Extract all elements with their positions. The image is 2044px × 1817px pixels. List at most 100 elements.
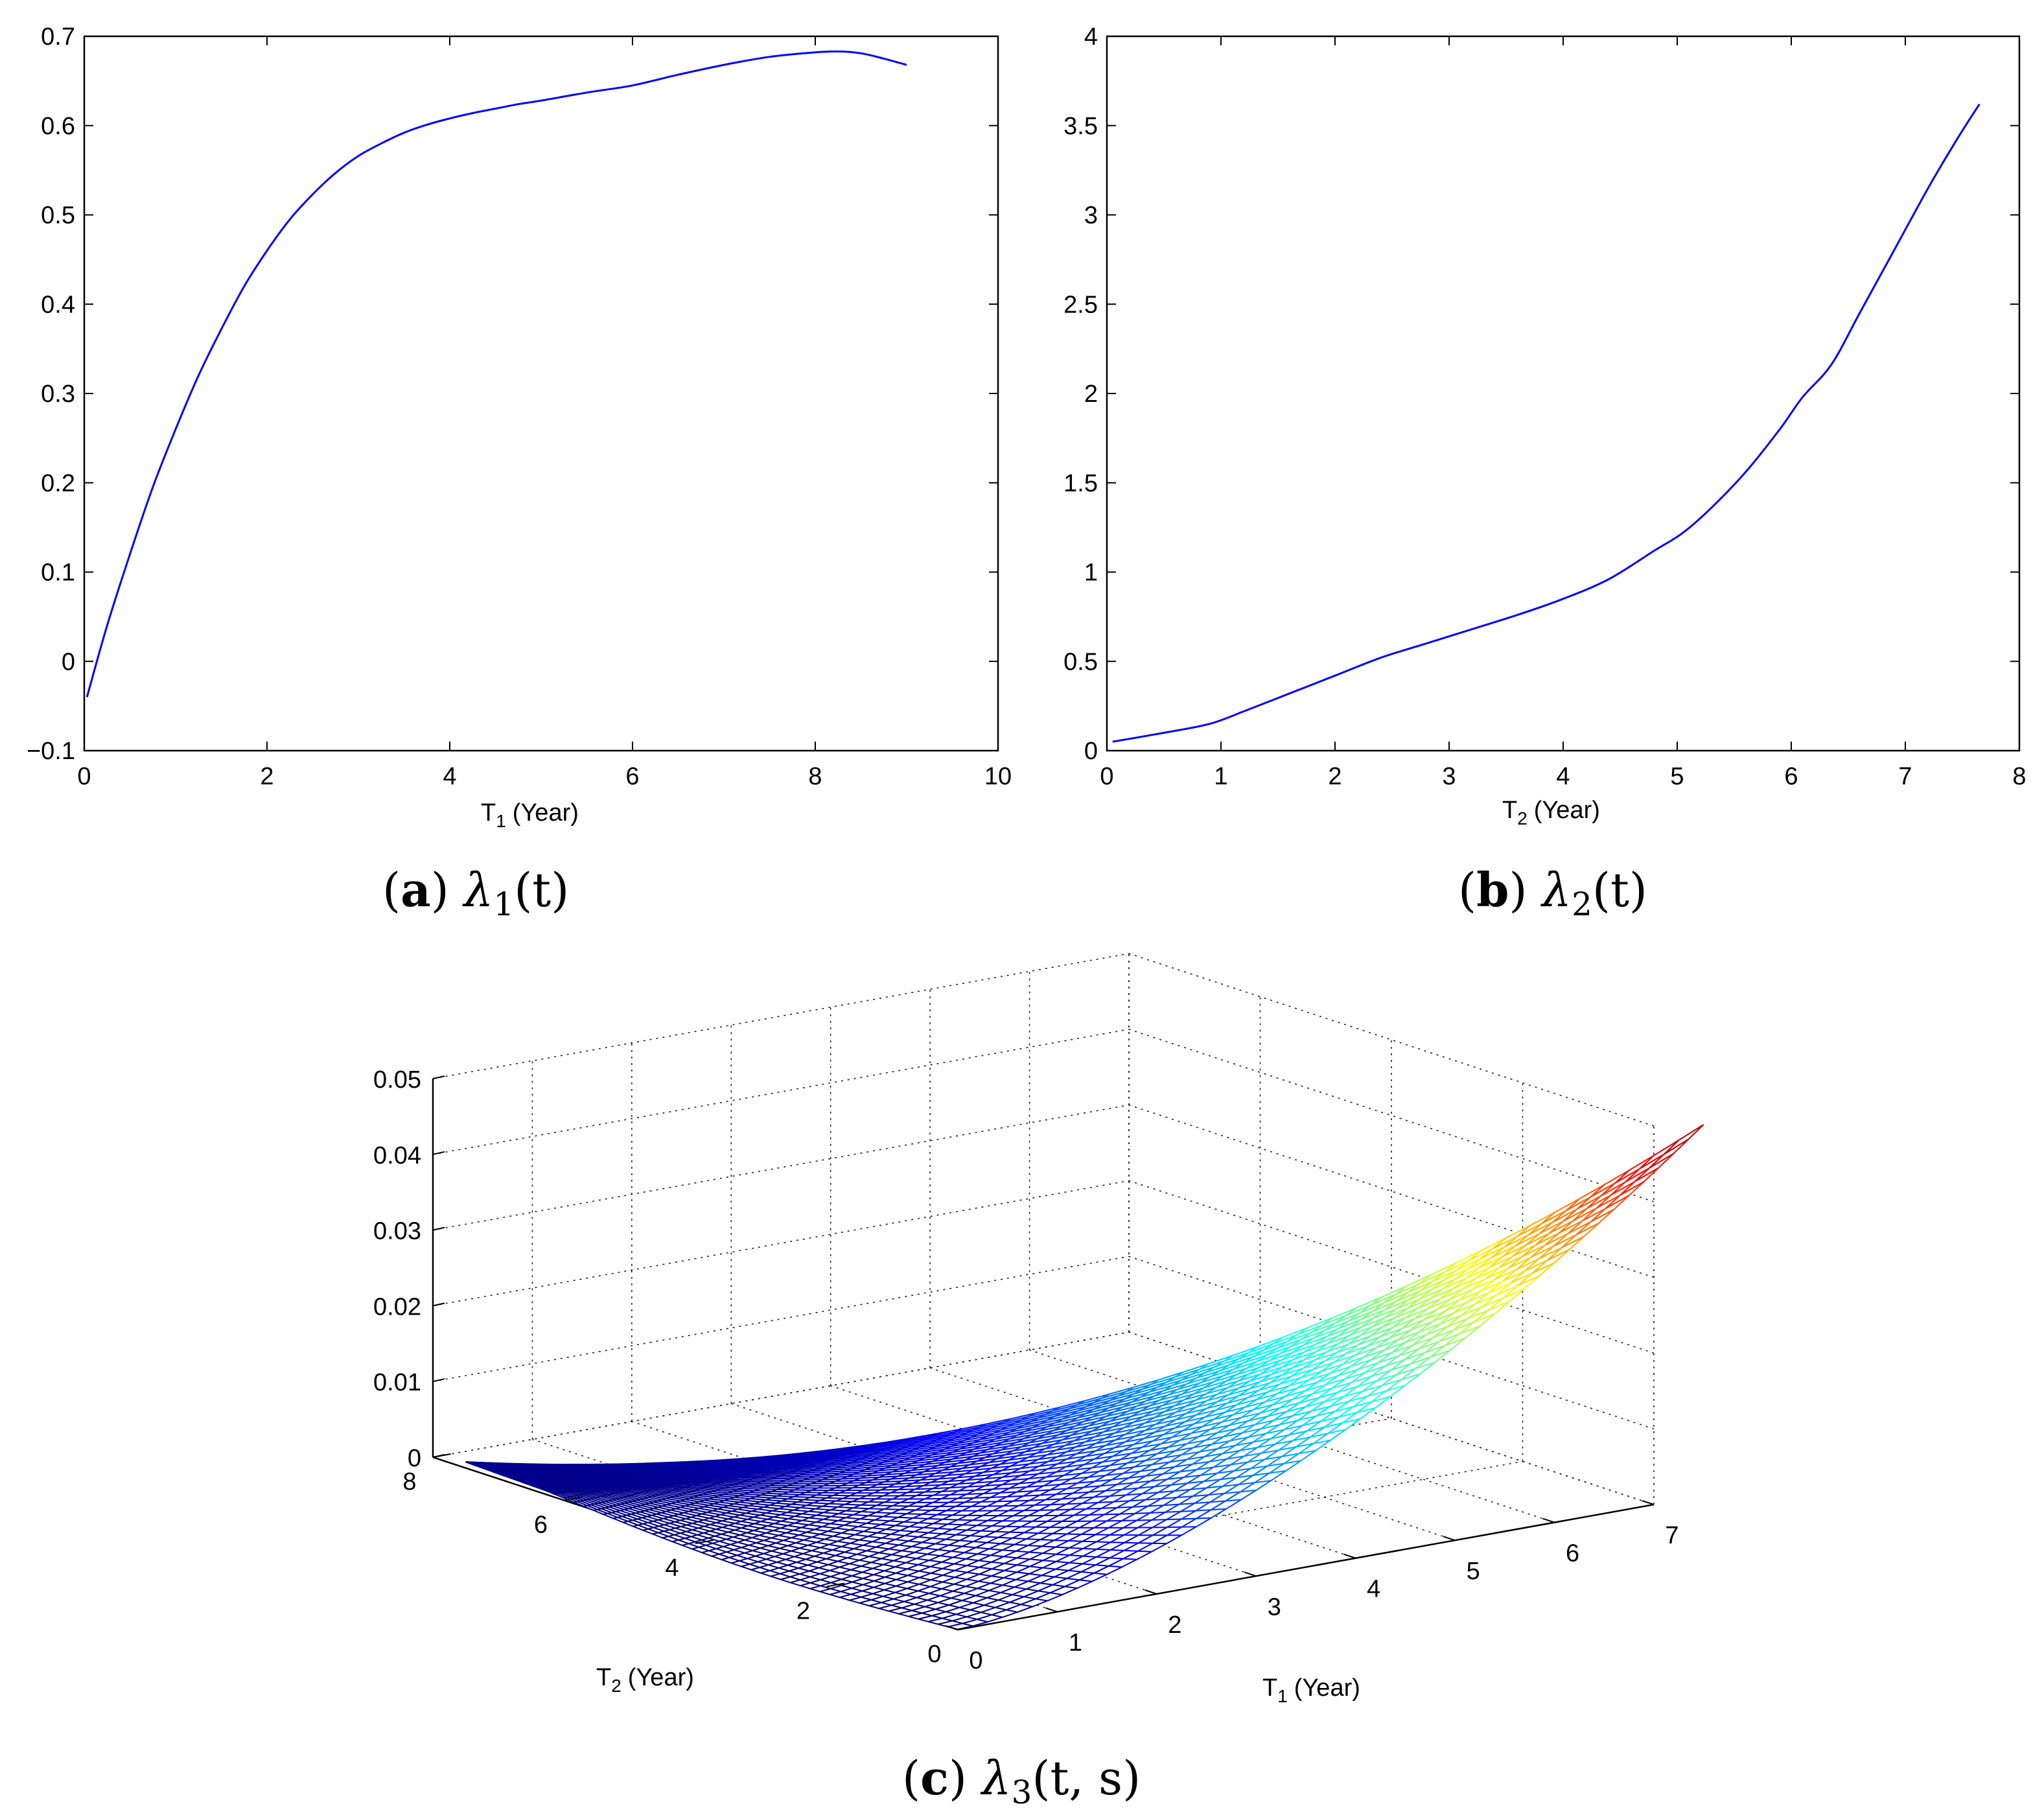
panel-c-z-tick <box>432 1151 445 1155</box>
panel-c-x-axis <box>957 1503 1655 1631</box>
panel-c-z-tick-label: 0.01 <box>373 1369 421 1396</box>
panel-c-grid-line <box>731 1403 1257 1577</box>
panel-c-x-tick-label: 1 <box>1069 1629 1082 1656</box>
panel-c-x-tick-label: 6 <box>1566 1540 1579 1567</box>
panel-c-surface-mesh <box>465 1124 1704 1630</box>
panel-c-z-tick <box>432 1075 445 1079</box>
panel-c-y-tick-label: 6 <box>534 1512 548 1539</box>
panel-c-y-axis-label: T2 (Year) <box>596 1664 694 1696</box>
panel-c-surface-cell <box>1664 1124 1704 1155</box>
panel-b-y-tick-label: 3.5 <box>1063 113 1098 140</box>
panel-b-caption: (b) λ2(t) <box>1458 862 1647 923</box>
panel-c-x-tick-label: 4 <box>1367 1576 1380 1603</box>
panel-c-grid-line <box>1128 1256 1655 1429</box>
panel-a-x-tick-label: 10 <box>984 763 1012 790</box>
panel-c-x-axis-label: T1 (Year) <box>1262 1674 1360 1706</box>
panel-c-x-tick <box>1343 1553 1356 1559</box>
panel-c-grid-line <box>432 1104 1130 1231</box>
panel-b-x-tick-label: 3 <box>1442 763 1456 790</box>
panel-c-grid-line <box>432 1331 1130 1458</box>
panel-a-plot-frame <box>83 35 999 752</box>
panel-b-y-tick-label: 3 <box>1084 202 1098 229</box>
panel-c-grid-line <box>1128 1180 1655 1354</box>
panel-b-x-tick-label: 2 <box>1328 763 1341 790</box>
panel-c-x-tick <box>1443 1536 1456 1542</box>
panel-b-x-tick-label: 7 <box>1898 763 1912 790</box>
panel-c-y-tick <box>695 1540 714 1544</box>
panel-a-x-tick-label: 4 <box>443 763 456 790</box>
panel-c-grid-line <box>432 953 1130 1079</box>
panel-a-x-axis-label: T1 (Year) <box>481 799 579 831</box>
panel-a-y-tick-label: 0.1 <box>41 559 75 587</box>
panel-c-y-tick <box>957 1626 976 1630</box>
panel-c-x-tick-label: 2 <box>1168 1612 1181 1639</box>
panel-b-x-axis-label: T2 (Year) <box>1502 797 1600 828</box>
panel-b-y-tick-label: 1.5 <box>1063 470 1098 497</box>
panel-a-y-tick-label: 0.2 <box>41 470 75 497</box>
panel-c-surface-cell <box>490 1462 516 1465</box>
panel-c-x-tick <box>1642 1500 1655 1505</box>
panel-a-y-tick-label: 0.5 <box>41 202 75 229</box>
panel-c-grid-line <box>432 1256 1130 1382</box>
panel-b-series-line <box>1112 103 1980 743</box>
panel-c-x-tick <box>946 1625 958 1630</box>
panel-a-y-tick-label: 0.4 <box>41 291 75 318</box>
panel-b-y-tick-label: 1 <box>1084 559 1098 587</box>
panel-b-line-chart: 0 1 2 3 4 5 6 7 8 0 0.5 1 1.5 2 2.5 3 3.5 4 T2 (Year) (b) … <box>1063 23 2026 923</box>
panel-c-y-tick-label: 4 <box>665 1554 679 1582</box>
panel-a-y-tick-label: −0.1 <box>27 738 75 765</box>
panel-a-y-tick-label: 0.7 <box>41 23 75 51</box>
panel-c-y-tick <box>564 1496 583 1501</box>
panel-a-y-tick-label: 0 <box>62 648 75 675</box>
panel-b-y-tick-label: 2 <box>1084 381 1098 408</box>
panel-a-line-chart: 0 2 4 6 8 10−0.100.10.20.30.40.50.60.7 T1 (Yea… <box>27 23 1012 923</box>
panel-c-x-tick-label: 0 <box>969 1647 982 1674</box>
panel-c-grid-line <box>432 1029 1130 1155</box>
panel-c-x-tick-label: 3 <box>1268 1593 1281 1621</box>
panel-b-x-tick-label: 4 <box>1556 763 1570 790</box>
panel-c-x-tick <box>1244 1571 1257 1577</box>
panel-c-z-tick-label: 0 <box>408 1445 421 1472</box>
panel-c-y-tick-label: 0 <box>927 1641 941 1668</box>
panel-c-y-tick-label: 8 <box>402 1468 416 1495</box>
panel-b-x-tick-label: 8 <box>2012 763 2026 790</box>
panel-a-x-tick-label: 8 <box>808 763 822 790</box>
panel-b-x-tick-label: 5 <box>1670 763 1684 790</box>
panel-c-y-tick-label: 2 <box>796 1598 810 1625</box>
panel-c-grid-line <box>1128 953 1655 1127</box>
panel-b-ticks: 0 1 2 3 4 5 6 7 8 0 0.5 1 1.5 2 2.5 3 3.5 4 <box>1063 23 2026 790</box>
panel-c-z-tick-label: 0.04 <box>373 1142 421 1169</box>
panel-b-y-tick-label: 0.5 <box>1063 648 1098 675</box>
panel-b-y-tick-label: 4 <box>1084 23 1098 51</box>
panel-c-x-tick <box>1542 1518 1555 1523</box>
panel-c-x-tick <box>1144 1589 1157 1595</box>
panel-c-z-tick-label: 0.05 <box>373 1066 421 1094</box>
panel-c-z-tick-label: 0.02 <box>373 1293 421 1320</box>
panel-c-z-tick <box>432 1302 445 1307</box>
panel-c-z-tick <box>432 1378 445 1383</box>
panel-c-z-tick <box>432 1454 445 1458</box>
panel-a-x-tick-label: 0 <box>77 763 91 790</box>
panel-a-ticks: 0 2 4 6 8 10−0.100.10.20.30.40.50.60.7 <box>27 23 1012 790</box>
panel-b-y-tick-label: 2.5 <box>1063 291 1098 318</box>
panel-c-z-tick <box>432 1226 445 1231</box>
panel-b-x-tick-label: 1 <box>1214 763 1227 790</box>
panel-c-grid-line <box>929 1367 1456 1541</box>
panel-a-y-tick-label: 0.6 <box>41 113 75 140</box>
panel-c-x-tick <box>1045 1607 1058 1613</box>
panel-a-x-tick-label: 6 <box>625 763 639 790</box>
panel-c-grid-line <box>1128 1029 1655 1202</box>
panel-c-x-tick-label: 7 <box>1665 1522 1678 1549</box>
panel-b-x-tick-label: 0 <box>1100 763 1113 790</box>
panel-b-x-tick-label: 6 <box>1784 763 1798 790</box>
panel-c-x-tick-label: 5 <box>1467 1558 1480 1585</box>
panel-a-y-tick-label: 0.3 <box>41 381 75 408</box>
panel-c-caption: (c) λ3(t, s) <box>902 1750 1141 1811</box>
panel-b-plot-frame <box>1106 35 2021 752</box>
panel-c-y-tick <box>826 1582 845 1588</box>
panel-c-grid-line <box>830 1385 1356 1559</box>
panel-a-x-tick-label: 2 <box>260 763 273 790</box>
